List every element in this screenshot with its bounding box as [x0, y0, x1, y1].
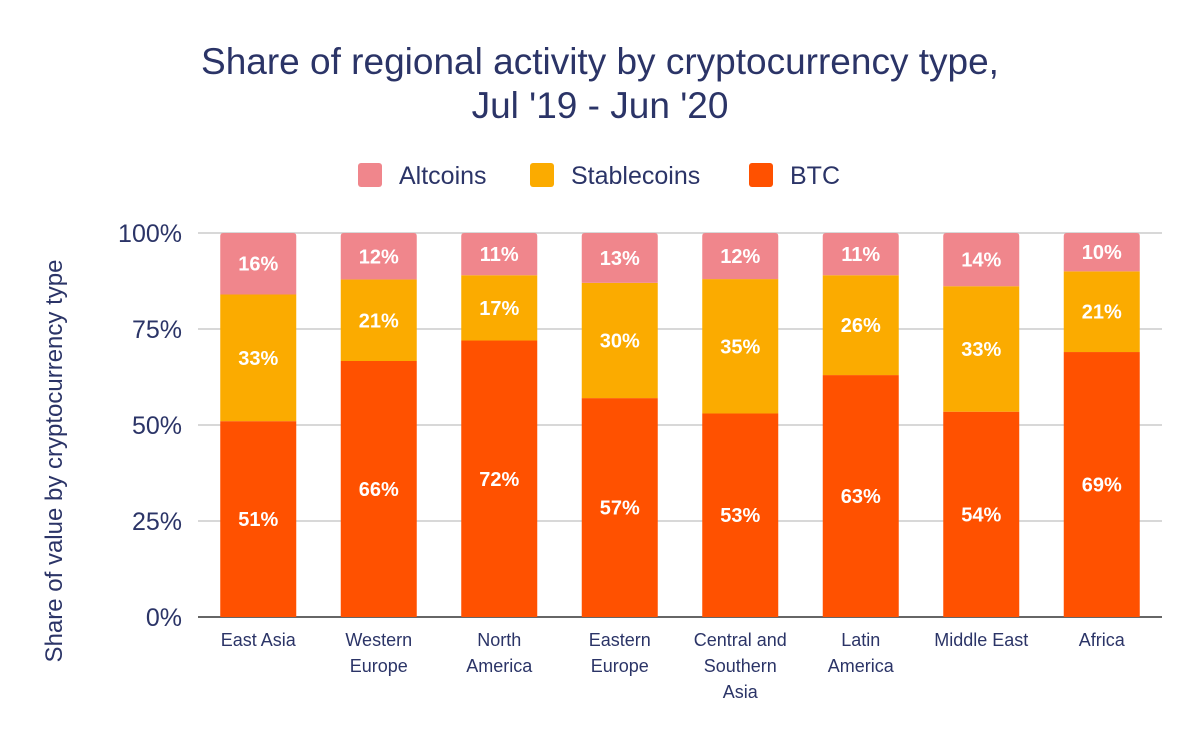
y-tick-label: 50% — [132, 412, 182, 440]
x-tick-label: Latin — [841, 630, 880, 650]
data-label: 57% — [600, 498, 640, 520]
data-label: 66% — [359, 479, 399, 501]
bar-btc — [461, 340, 538, 617]
legend-label-stablecoins: Stablecoins — [571, 162, 700, 190]
legend-swatch-altcoins — [358, 163, 382, 187]
data-label: 14% — [961, 250, 1001, 272]
bar-altcoins — [340, 233, 417, 280]
data-label: 11% — [480, 244, 519, 266]
data-label: 21% — [359, 310, 399, 332]
chart-title-line-1: Share of regional activity by cryptocurr… — [201, 41, 999, 82]
bar-btc — [943, 411, 1020, 617]
bar-stablecoins — [1063, 271, 1140, 353]
x-tick-label: Middle East — [934, 630, 1028, 650]
data-label: 10% — [1082, 242, 1122, 264]
data-label: 30% — [600, 331, 640, 353]
data-label: 17% — [479, 298, 519, 320]
legend-label-altcoins: Altcoins — [399, 162, 487, 190]
legend-swatch-stablecoins — [530, 163, 554, 187]
data-label: 53% — [720, 505, 760, 527]
x-tick-label: Africa — [1079, 630, 1126, 650]
x-tick-label: Western — [345, 630, 412, 650]
bar-altcoins — [702, 233, 779, 280]
x-tick-label: Europe — [350, 656, 408, 676]
data-label: 69% — [1082, 475, 1122, 497]
bar-stablecoins — [461, 275, 538, 341]
x-tick-label: North — [477, 630, 521, 650]
y-tick-label: 25% — [132, 508, 182, 536]
data-label: 12% — [359, 246, 399, 268]
data-label: 63% — [841, 486, 881, 508]
data-label: 33% — [238, 348, 278, 370]
bar-btc — [340, 361, 417, 617]
data-label: 35% — [720, 336, 760, 358]
chart-title-line-2: Jul '19 - Jun '20 — [471, 85, 729, 126]
data-label: 72% — [479, 469, 519, 491]
bar-altcoins — [581, 233, 658, 283]
data-label: 33% — [961, 339, 1001, 361]
data-label: 26% — [841, 315, 881, 337]
x-tick-label: America — [466, 656, 533, 676]
x-tick-label: Europe — [591, 656, 649, 676]
data-label: 54% — [961, 504, 1001, 526]
legend-label-btc: BTC — [790, 162, 840, 190]
x-tick-label: Eastern — [589, 630, 651, 650]
bar-altcoins — [822, 233, 899, 276]
data-label: 12% — [720, 246, 760, 268]
data-label: 11% — [841, 244, 880, 266]
bar-btc — [822, 375, 899, 617]
data-label: 51% — [238, 509, 278, 531]
bar-altcoins — [1063, 233, 1140, 272]
y-tick-label: 100% — [118, 220, 182, 248]
bar-btc — [220, 421, 297, 617]
bar-stablecoins — [822, 275, 899, 376]
x-tick-label: East Asia — [221, 630, 297, 650]
bar-altcoins — [461, 233, 538, 276]
x-tick-label: Southern — [704, 656, 777, 676]
x-tick-label: Asia — [723, 682, 759, 702]
bar-stablecoins — [943, 286, 1020, 412]
bar-stablecoins — [581, 282, 658, 399]
y-axis-label: Share of value by cryptocurrency type — [41, 260, 68, 663]
data-label: 21% — [1082, 302, 1122, 324]
data-label: 16% — [238, 254, 278, 276]
legend-swatch-btc — [749, 163, 773, 187]
bar-stablecoins — [702, 279, 779, 414]
bar-stablecoins — [340, 279, 417, 361]
data-label: 13% — [600, 248, 640, 270]
bar-btc — [702, 413, 779, 617]
bar-altcoins — [943, 233, 1020, 287]
bar-btc — [581, 398, 658, 617]
x-tick-label: Central and — [694, 630, 787, 650]
y-tick-label: 0% — [146, 604, 182, 632]
bar-btc — [1063, 352, 1140, 617]
bar-stablecoins — [220, 294, 297, 422]
x-tick-label: America — [828, 656, 895, 676]
y-tick-label: 75% — [132, 316, 182, 344]
bar-altcoins — [220, 233, 297, 295]
